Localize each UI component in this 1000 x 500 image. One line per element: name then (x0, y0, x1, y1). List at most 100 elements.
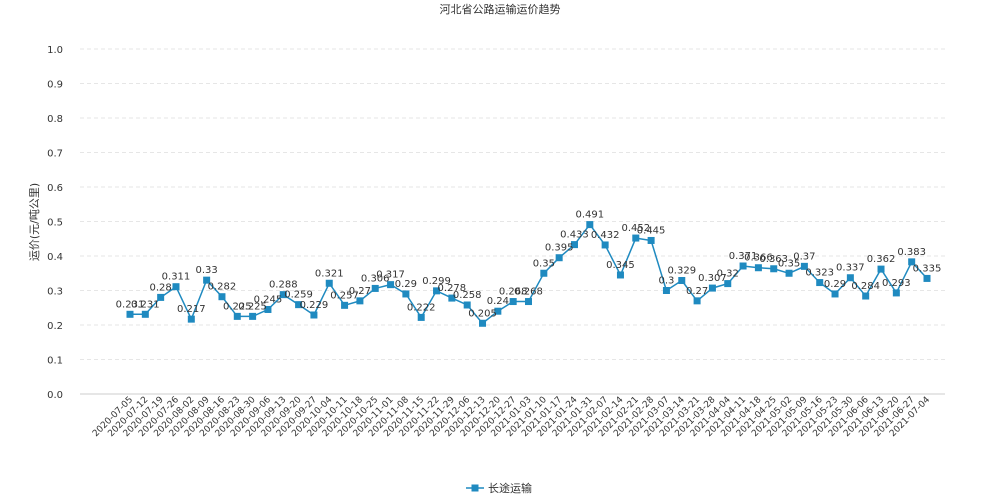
data-label: 0.371 (729, 251, 758, 262)
data-point (831, 290, 839, 298)
data-point (157, 293, 165, 301)
data-label: 0.231 (116, 299, 145, 310)
data-point (172, 283, 180, 291)
data-point (187, 315, 195, 323)
data-points (126, 221, 931, 327)
y-tick-label: 0.5 (47, 218, 63, 229)
data-point (570, 241, 578, 249)
y-axis-ticks: 0.0 0.1 0.2 0.3 0.4 0.5 0.6 0.7 0.8 0.9 1.0 (47, 45, 63, 401)
data-label: 0.268 (499, 287, 528, 298)
y-tick-label: 0.2 (47, 321, 63, 332)
data-label: 0.293 (882, 278, 911, 289)
data-point (325, 279, 333, 287)
x-axis-ticks: 2020-07-052020-07-122020-07-192020-07-26… (91, 395, 932, 439)
y-tick-label: 0.3 (47, 287, 63, 298)
data-point (356, 297, 364, 305)
data-label: 0.35 (778, 258, 800, 269)
data-point (846, 274, 854, 282)
data-point (141, 310, 149, 318)
data-label: 0.35 (533, 258, 555, 269)
y-tick-label: 0.8 (47, 114, 63, 125)
data-point (739, 262, 747, 270)
legend-marker (471, 484, 479, 492)
data-point (479, 319, 487, 327)
data-point (800, 262, 808, 270)
data-label: 0.321 (315, 268, 344, 279)
data-point (509, 298, 517, 306)
data-label: 0.363 (759, 254, 788, 265)
data-label: 0.337 (836, 263, 865, 274)
data-label: 0.317 (376, 270, 405, 281)
data-label: 0.284 (851, 281, 880, 292)
data-label: 0.205 (468, 308, 497, 319)
data-point (770, 265, 778, 273)
data-label: 0.229 (300, 300, 329, 311)
data-label: 0.282 (208, 282, 237, 293)
y-tick-label: 0.9 (47, 80, 63, 91)
data-point (279, 291, 287, 299)
data-point (724, 280, 732, 288)
data-label: 0.288 (269, 280, 298, 291)
data-label: 0.366 (744, 253, 773, 264)
data-point (295, 301, 303, 309)
data-label: 0.329 (667, 265, 696, 276)
data-label: 0.278 (438, 283, 467, 294)
data-point (586, 221, 594, 229)
data-point (647, 236, 655, 244)
y-tick-label: 1.0 (47, 45, 63, 56)
data-label: 0.24 (487, 296, 509, 307)
data-label: 0.37 (793, 251, 815, 262)
data-label: 0.323 (805, 268, 834, 279)
data-point (249, 312, 257, 320)
data-label: 0.217 (177, 304, 206, 315)
data-point (923, 274, 931, 282)
data-point (632, 234, 640, 242)
y-axis-label: 运价(元/吨公里) (28, 183, 41, 261)
data-label: 0.307 (698, 273, 727, 284)
data-label: 0.306 (361, 273, 390, 284)
data-label: 0.452 (621, 223, 650, 234)
data-point (463, 301, 471, 309)
data-label: 0.395 (545, 243, 574, 254)
data-point (555, 254, 563, 262)
data-label: 0.345 (606, 260, 635, 271)
data-label: 0.362 (867, 254, 896, 265)
data-point (402, 290, 410, 298)
data-label: 0.225 (223, 301, 252, 312)
data-label: 0.27 (349, 286, 371, 297)
data-point (448, 294, 456, 302)
data-point (816, 279, 824, 287)
data-label: 0.383 (897, 247, 926, 258)
data-point (371, 284, 379, 292)
data-label: 0.231 (131, 299, 160, 310)
data-point (601, 241, 609, 249)
data-point (218, 293, 226, 301)
data-point (540, 269, 548, 277)
data-point (616, 271, 624, 279)
data-labels: 0.2310.2310.280.3110.2170.330.2820.2250.… (116, 210, 942, 320)
chart-title: 河北省公路运输运价趋势 (440, 2, 561, 16)
data-point (310, 311, 318, 319)
y-tick-label: 0.7 (47, 149, 63, 160)
data-label: 0.268 (514, 287, 543, 298)
data-label: 0.27 (686, 286, 708, 297)
data-label: 0.445 (637, 225, 666, 236)
data-point (708, 284, 716, 292)
data-point (908, 258, 916, 266)
data-point (785, 269, 793, 277)
y-tick-label: 0.1 (47, 356, 63, 367)
data-label: 0.491 (575, 210, 604, 221)
data-label: 0.258 (453, 290, 482, 301)
data-point (341, 301, 349, 309)
data-label: 0.32 (717, 269, 739, 280)
legend-label: 长途运输 (488, 481, 532, 495)
data-label: 0.29 (395, 279, 417, 290)
data-label: 0.299 (422, 276, 451, 287)
data-point (754, 264, 762, 272)
legend[interactable]: 长途运输 (466, 481, 532, 495)
y-tick-label: 0.6 (47, 183, 63, 194)
data-point (433, 287, 441, 295)
data-point (126, 310, 134, 318)
data-point (662, 287, 670, 294)
